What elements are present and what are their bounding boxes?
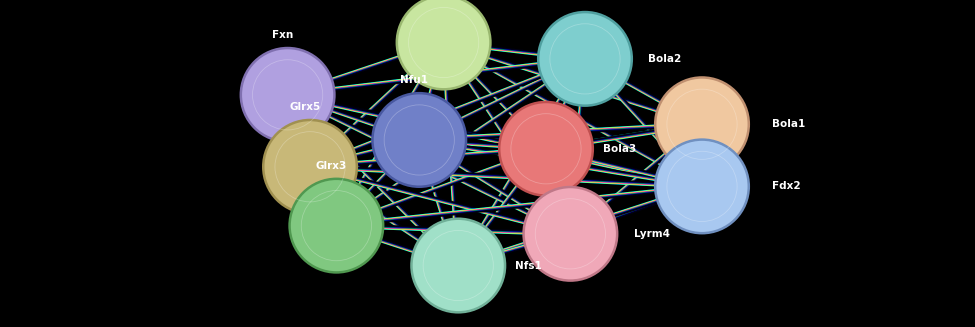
Text: Bola1: Bola1 <box>772 119 805 129</box>
Ellipse shape <box>655 77 749 171</box>
Text: Glrx3: Glrx3 <box>316 161 347 171</box>
Ellipse shape <box>241 48 334 142</box>
Ellipse shape <box>655 140 749 233</box>
Ellipse shape <box>538 12 632 106</box>
Text: Nfu1: Nfu1 <box>401 75 428 85</box>
Ellipse shape <box>524 187 617 281</box>
Text: Fdx2: Fdx2 <box>772 181 800 191</box>
Text: Bola2: Bola2 <box>648 54 682 64</box>
Text: Bola3: Bola3 <box>603 144 636 154</box>
Ellipse shape <box>411 219 505 312</box>
Ellipse shape <box>397 0 490 89</box>
Ellipse shape <box>499 102 593 196</box>
Text: Fxn: Fxn <box>272 30 293 40</box>
Ellipse shape <box>263 120 357 214</box>
Text: Lyrm4: Lyrm4 <box>634 229 670 239</box>
Text: Glrx5: Glrx5 <box>290 102 321 112</box>
Ellipse shape <box>290 179 383 272</box>
Ellipse shape <box>372 93 466 187</box>
Text: Nfs1: Nfs1 <box>515 261 541 270</box>
